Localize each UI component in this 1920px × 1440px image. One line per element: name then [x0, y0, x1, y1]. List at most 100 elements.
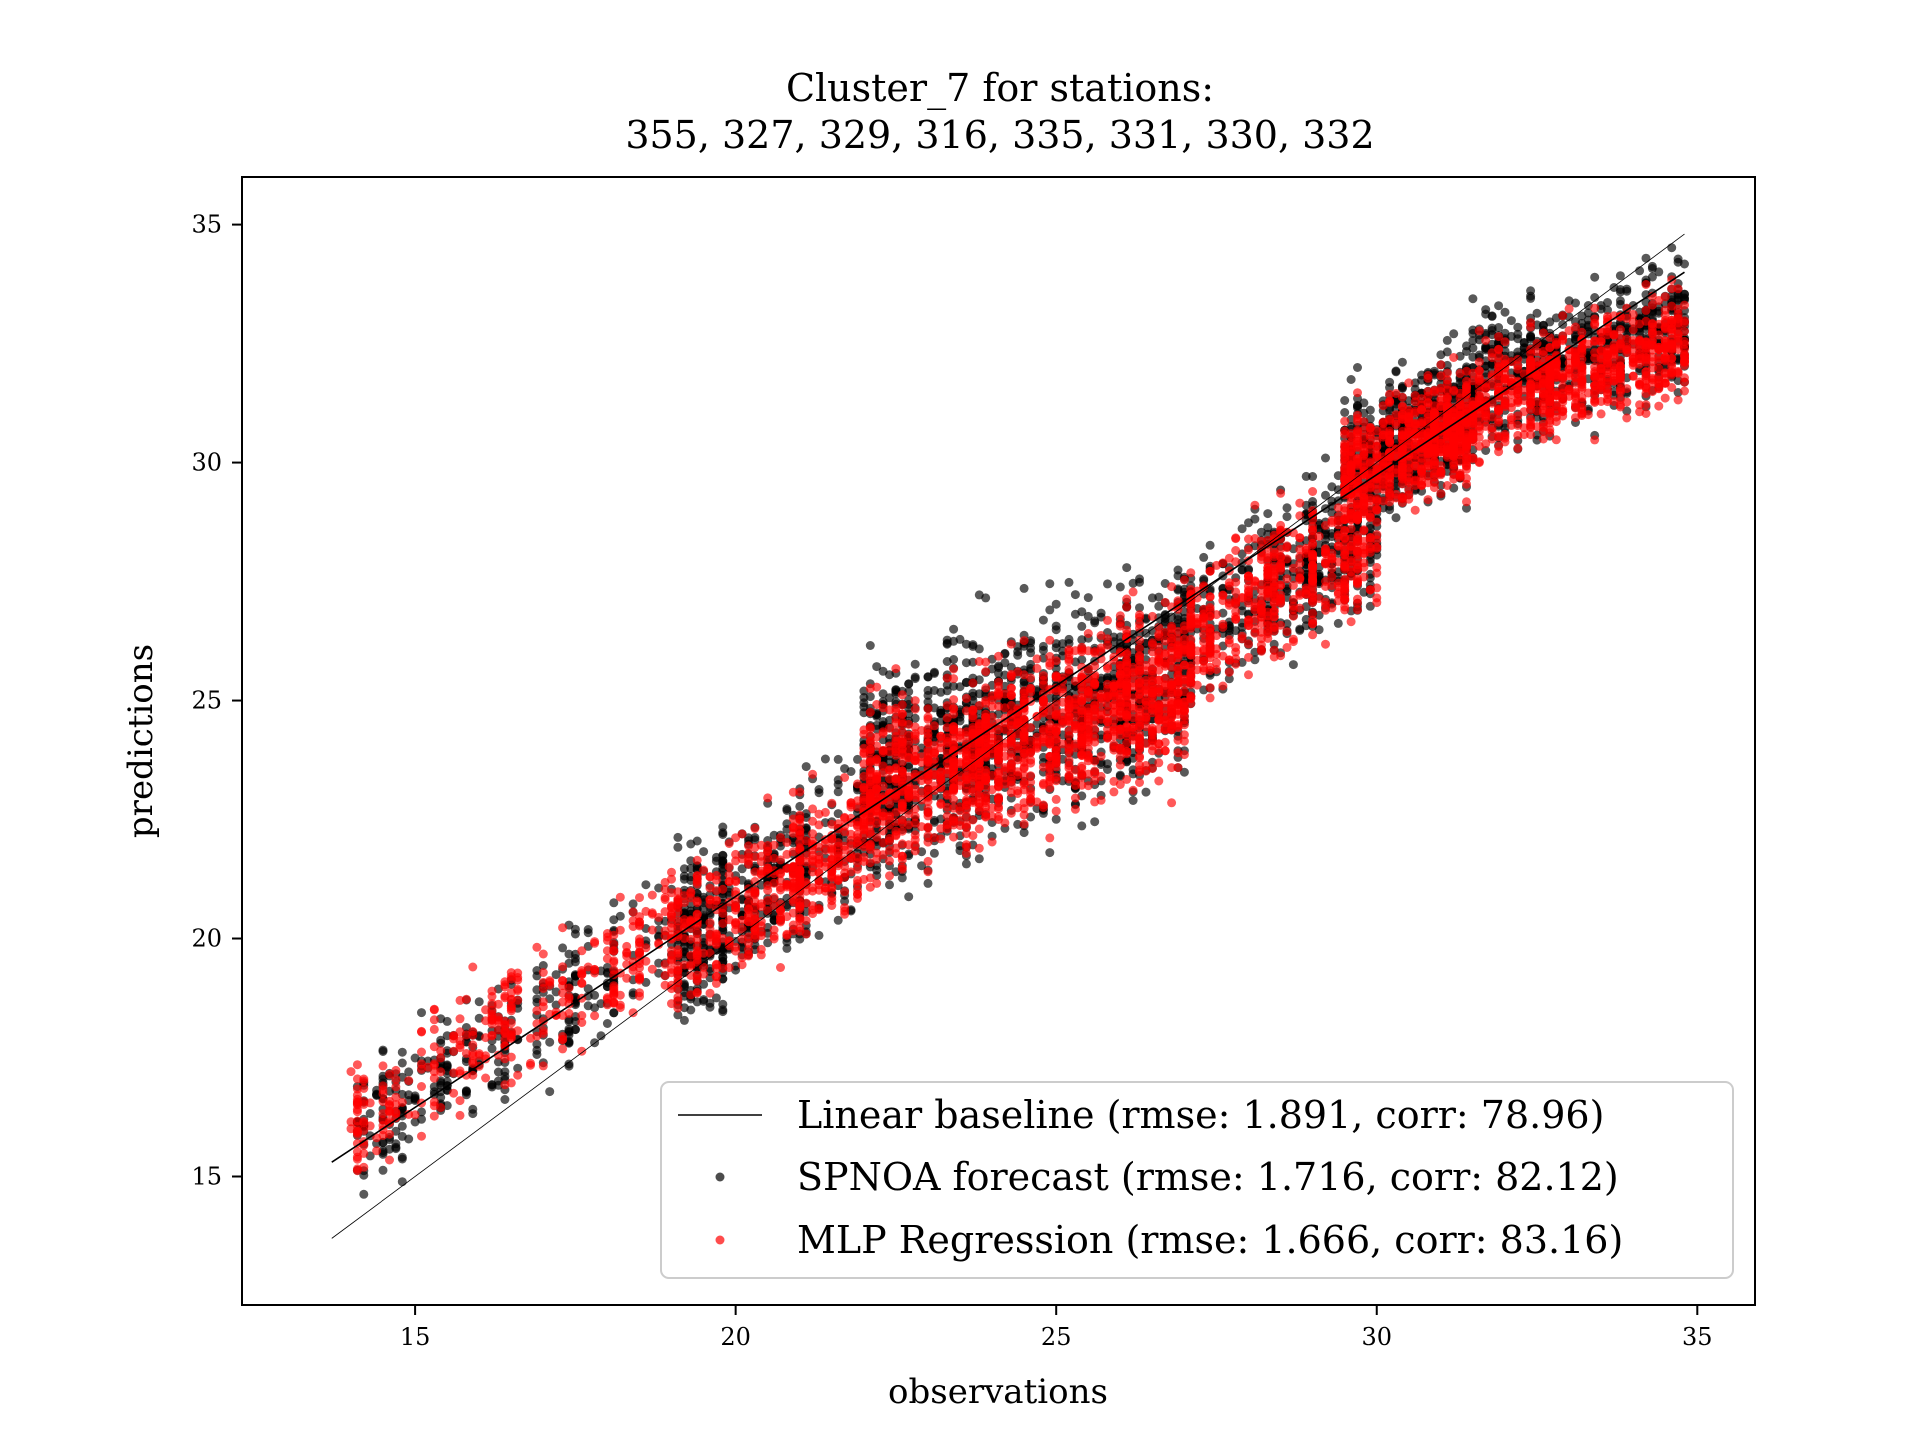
scatter-point: [711, 896, 721, 906]
scatter-point: [756, 899, 766, 909]
scatter-point: [1070, 590, 1080, 600]
scatter-point: [564, 1061, 574, 1071]
scatter-point: [487, 1044, 497, 1054]
scatter-point: [1045, 848, 1055, 858]
scatter-point: [1308, 472, 1318, 481]
scatter-point: [910, 659, 920, 669]
scatter-point: [853, 885, 862, 895]
scatter-point: [635, 975, 644, 985]
scatter-point: [981, 667, 991, 676]
scatter-point: [756, 857, 766, 867]
scatter-point: [1583, 308, 1593, 318]
scatter-point: [391, 1092, 401, 1102]
scatter-point: [814, 854, 824, 864]
scatter-point: [1340, 408, 1350, 417]
scatter-point: [1353, 403, 1362, 413]
scatter-point: [1647, 264, 1657, 273]
scatter-point: [378, 1074, 388, 1084]
scatter-point: [731, 877, 741, 887]
scatter-point: [763, 847, 773, 856]
scatter-point: [686, 888, 696, 898]
scatter-point: [532, 1050, 542, 1059]
scatter-point: [1103, 765, 1112, 774]
scatter-point: [750, 887, 760, 897]
scatter-point: [1673, 293, 1683, 303]
scatter-point: [538, 968, 548, 977]
scatter-point: [1519, 338, 1529, 348]
scatter-point: [840, 773, 850, 782]
scatter-point: [667, 903, 676, 913]
scatter-point: [1128, 796, 1138, 805]
scatter-point: [635, 991, 644, 1001]
scatter-point: [827, 833, 837, 843]
scatter-point: [417, 1082, 426, 1091]
scatter-point: [942, 657, 952, 666]
scatter-point: [750, 877, 760, 886]
scatter-point: [923, 878, 933, 888]
scatter-point: [840, 855, 850, 864]
scatter-point: [667, 918, 676, 928]
scatter-point: [558, 976, 568, 985]
scatter-point: [1321, 453, 1330, 463]
scatter-point: [506, 995, 516, 1005]
scatter-point: [776, 906, 785, 915]
scatter-point: [1032, 663, 1042, 673]
scatter-point: [686, 856, 696, 866]
scatter-point: [1532, 308, 1542, 318]
scatter-point: [961, 678, 971, 688]
scatter-point: [801, 857, 811, 867]
scatter-point: [865, 707, 875, 717]
scatter-point: [654, 939, 664, 949]
scatter-point: [1365, 405, 1375, 415]
scatter-point: [455, 1036, 465, 1046]
scatter-point: [1141, 787, 1151, 797]
scatter-point: [615, 892, 625, 902]
scatter-point: [744, 938, 753, 948]
scatter-point: [1615, 271, 1625, 281]
scatter-point: [493, 1067, 503, 1077]
scatter-point: [692, 941, 702, 951]
scatter-point: [417, 1047, 426, 1057]
scatter-point: [417, 1131, 426, 1141]
scatter-point: [538, 1061, 548, 1071]
scatter-point: [1167, 763, 1177, 773]
scatter-point: [750, 823, 760, 833]
scatter-point: [1173, 565, 1183, 575]
scatter-point: [961, 859, 971, 869]
scatter-point: [673, 1010, 683, 1020]
scatter-point: [641, 880, 651, 890]
scatter-point: [731, 887, 741, 896]
scatter-point: [929, 686, 939, 695]
scatter-point: [865, 641, 875, 650]
scatter-point: [885, 880, 894, 890]
scatter-point: [468, 1040, 478, 1050]
scatter-point: [1615, 296, 1625, 306]
scatter-point: [429, 1015, 439, 1025]
scatter-point: [1135, 635, 1144, 645]
scatter-point: [468, 1109, 478, 1119]
scatter-point: [737, 934, 747, 944]
scatter-point: [429, 1097, 439, 1107]
scatter-point: [808, 867, 818, 877]
scatter-point: [513, 1063, 523, 1073]
scatter-point: [820, 754, 830, 764]
scatter-point: [532, 1006, 542, 1016]
scatter-point: [718, 850, 728, 860]
scatter-point: [538, 961, 548, 970]
scatter-point: [673, 842, 683, 852]
scatter-point: [833, 780, 843, 789]
scatter-point: [500, 1041, 510, 1051]
scatter-point: [788, 920, 798, 930]
scatter-point: [359, 1083, 369, 1093]
scatter-point: [788, 814, 798, 824]
scatter-point: [904, 679, 914, 689]
scatter-point: [814, 867, 824, 877]
scatter-point: [410, 1117, 420, 1127]
scatter-point: [513, 1070, 523, 1080]
scatter-point: [981, 593, 991, 603]
scatter-point: [449, 1088, 459, 1098]
scatter-point: [1013, 819, 1023, 829]
scatter-point: [853, 754, 862, 764]
scatter-point: [923, 685, 933, 695]
